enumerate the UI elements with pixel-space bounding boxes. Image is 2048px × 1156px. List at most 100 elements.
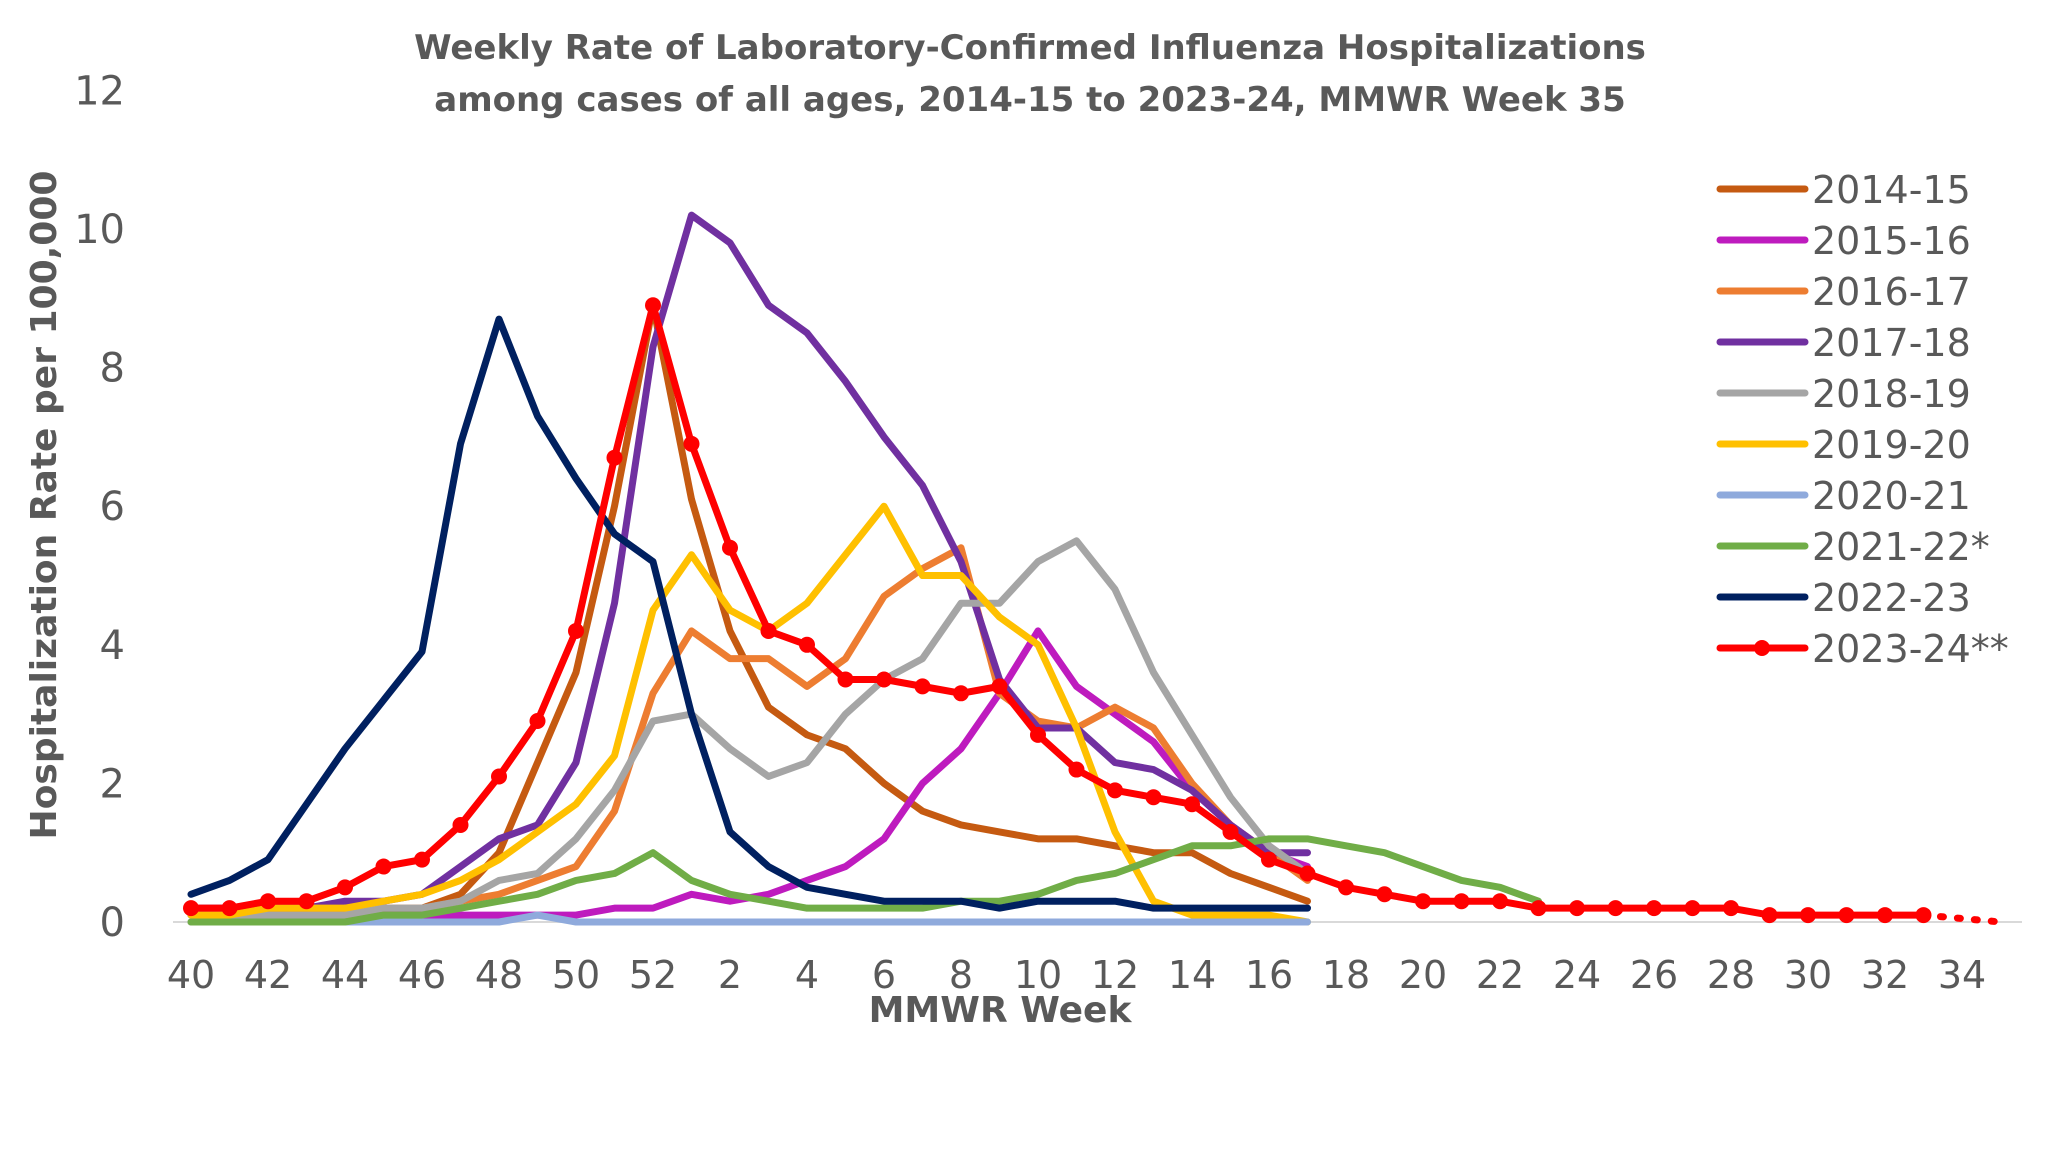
x-tick-label: 40 bbox=[167, 953, 215, 997]
data-point bbox=[568, 622, 584, 639]
series-line bbox=[187, 211, 1311, 912]
x-tick-label: 6 bbox=[872, 953, 896, 997]
data-point bbox=[1530, 900, 1547, 917]
chart-title: Weekly Rate of Laboratory-Confirmed Infl… bbox=[414, 28, 1646, 68]
data-point bbox=[837, 671, 854, 688]
x-tick-label: 24 bbox=[1553, 953, 1601, 997]
series-2021-22 bbox=[187, 835, 1542, 926]
x-tick-label: 8 bbox=[949, 953, 973, 997]
data-point bbox=[991, 678, 1008, 695]
x-tick-label: 26 bbox=[1630, 953, 1678, 997]
data-point bbox=[1299, 865, 1316, 882]
legend-item: 2021-22* bbox=[1716, 525, 1990, 569]
data-point bbox=[606, 449, 623, 466]
x-tick-label: 32 bbox=[1861, 953, 1909, 997]
series-line bbox=[187, 835, 1542, 926]
y-tick-label: 2 bbox=[100, 761, 125, 807]
legend-item: 2022-23 bbox=[1716, 576, 1971, 620]
data-point bbox=[799, 636, 815, 653]
x-tick-label: 50 bbox=[552, 953, 600, 997]
data-point bbox=[1838, 907, 1855, 924]
series-2018-19 bbox=[187, 537, 1311, 919]
series-2017-18 bbox=[187, 211, 1311, 912]
series-line bbox=[187, 537, 1311, 919]
series-2019-20 bbox=[187, 502, 1311, 926]
legend-item: 2015-16 bbox=[1716, 219, 1971, 263]
x-tick-label: 2 bbox=[718, 953, 742, 997]
data-point bbox=[760, 622, 777, 639]
series-2023-24 bbox=[183, 297, 2004, 926]
y-axis-label: Hospitalization Rate per 100,000 bbox=[24, 171, 65, 840]
legend-label: 2014-15 bbox=[1812, 168, 1971, 212]
x-tick-label: 48 bbox=[475, 953, 523, 997]
data-point bbox=[1646, 900, 1662, 917]
chart-subtitle: among cases of all ages, 2014-15 to 2023… bbox=[434, 80, 1626, 120]
x-axis-label: MMWR Week bbox=[869, 990, 1133, 1031]
legend-marker bbox=[1754, 640, 1770, 656]
data-point bbox=[914, 678, 931, 695]
legend-item: 2020-21 bbox=[1716, 474, 1971, 518]
data-point bbox=[1800, 907, 1816, 924]
legend-label: 2018-19 bbox=[1812, 372, 1971, 416]
legend-label: 2021-22* bbox=[1812, 525, 1990, 569]
data-point bbox=[1877, 907, 1893, 924]
legend-label: 2022-23 bbox=[1812, 576, 1971, 620]
series-line bbox=[187, 301, 1927, 919]
y-tick-label: 8 bbox=[100, 346, 125, 392]
x-tick-label: 16 bbox=[1245, 953, 1293, 997]
x-tick-label: 14 bbox=[1168, 953, 1216, 997]
data-point bbox=[183, 900, 199, 917]
legend-label: 2020-21 bbox=[1812, 474, 1971, 518]
data-point bbox=[1222, 823, 1239, 840]
data-point bbox=[1915, 907, 1932, 924]
data-point bbox=[683, 435, 700, 452]
x-tick-label: 20 bbox=[1399, 953, 1447, 997]
data-point bbox=[1261, 851, 1277, 868]
data-point bbox=[1376, 886, 1393, 903]
legend-item: 2017-18 bbox=[1716, 321, 1971, 365]
data-point bbox=[298, 893, 315, 910]
data-point bbox=[1607, 900, 1624, 917]
data-point bbox=[1338, 879, 1354, 896]
data-point bbox=[260, 893, 276, 910]
data-point bbox=[1723, 900, 1739, 917]
data-point bbox=[1030, 726, 1046, 743]
series-dotted-extension bbox=[1920, 911, 2004, 926]
x-tick-label: 4 bbox=[795, 953, 819, 997]
legend-item: 2018-19 bbox=[1716, 372, 1971, 416]
legend-item: 2014-15 bbox=[1716, 168, 1971, 212]
y-tick-label: 6 bbox=[100, 484, 125, 530]
series-2022-23 bbox=[187, 315, 1311, 912]
data-point bbox=[1453, 893, 1470, 910]
data-point bbox=[1569, 900, 1585, 917]
x-tick-label: 30 bbox=[1784, 953, 1832, 997]
y-tick-label: 12 bbox=[74, 68, 125, 114]
data-point bbox=[1107, 782, 1123, 799]
y-tick-label: 10 bbox=[74, 207, 125, 253]
x-tick-label: 44 bbox=[321, 953, 369, 997]
data-point bbox=[1068, 761, 1085, 778]
series-line bbox=[187, 301, 1311, 919]
data-point bbox=[1415, 893, 1431, 910]
series-line bbox=[187, 315, 1311, 912]
data-point bbox=[529, 713, 546, 730]
data-point bbox=[337, 879, 353, 896]
legend-label: 2023-24** bbox=[1812, 627, 2009, 671]
x-tick-label: 34 bbox=[1938, 953, 1986, 997]
legend-label: 2019-20 bbox=[1812, 423, 1971, 467]
x-tick-label: 22 bbox=[1476, 953, 1524, 997]
x-tick-label: 12 bbox=[1091, 953, 1139, 997]
data-point bbox=[1684, 900, 1701, 917]
y-tick-label: 4 bbox=[100, 623, 125, 669]
series-line bbox=[187, 502, 1311, 926]
data-point bbox=[1492, 893, 1508, 910]
data-point bbox=[452, 816, 469, 833]
x-tick-label: 42 bbox=[244, 953, 292, 997]
data-point bbox=[1145, 789, 1162, 806]
series-line bbox=[187, 911, 1311, 926]
legend-label: 2015-16 bbox=[1812, 219, 1971, 263]
series-2014-15 bbox=[187, 301, 1311, 919]
x-tick-label: 18 bbox=[1322, 953, 1370, 997]
legend-label: 2017-18 bbox=[1812, 321, 1971, 365]
